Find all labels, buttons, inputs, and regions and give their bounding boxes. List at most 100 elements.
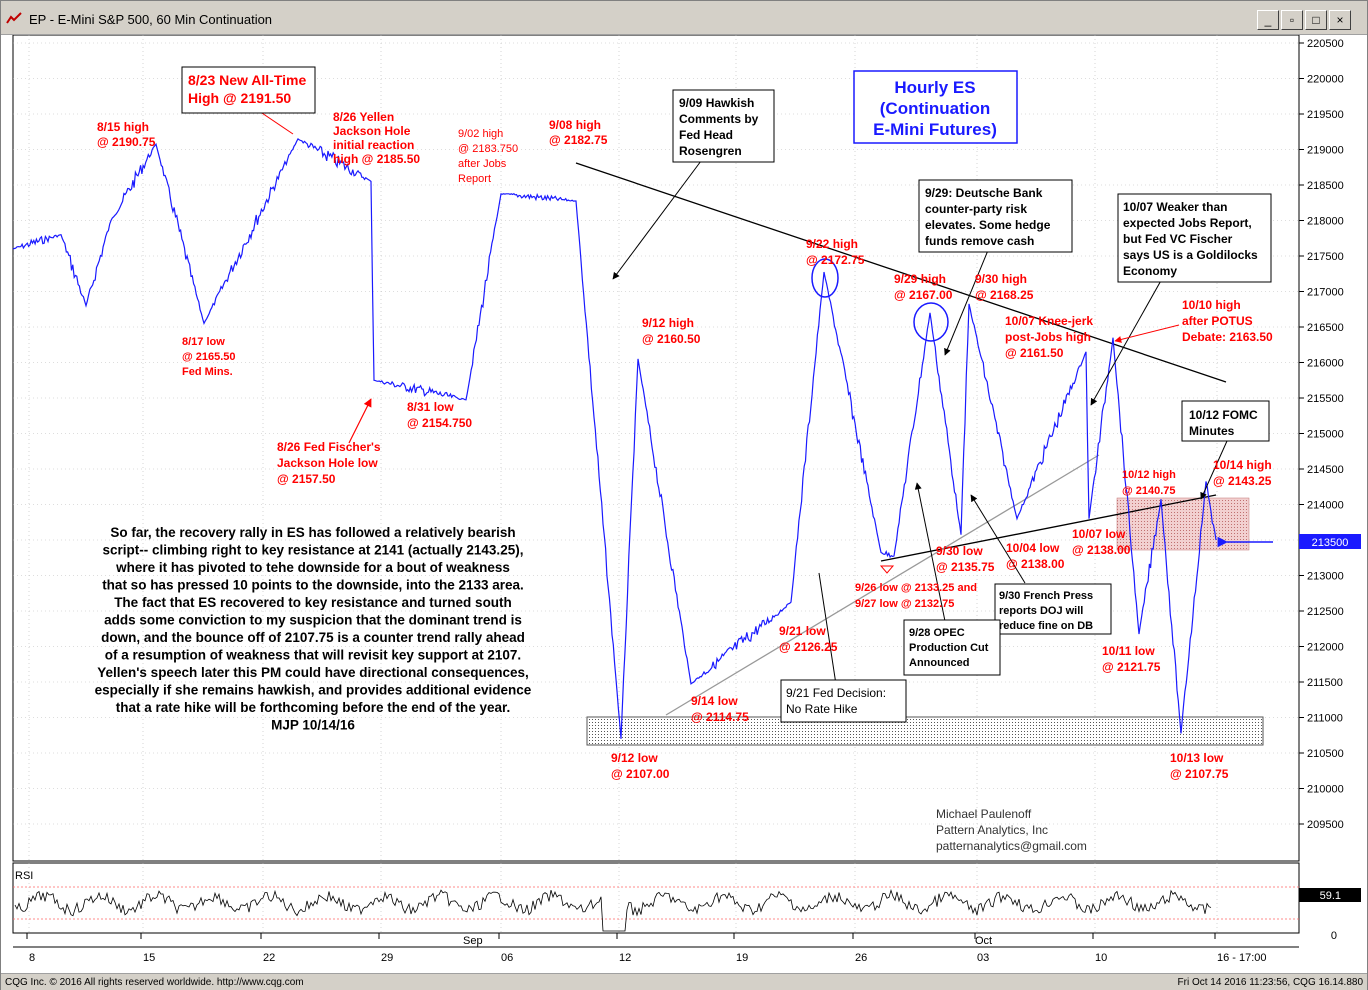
annotation-a826f: @ 2157.50 — [277, 472, 336, 486]
annotation-a930l: 9/30 low — [936, 544, 983, 558]
price-tick-label: 210500 — [1307, 748, 1344, 760]
annotation-a908: @ 2182.75 — [549, 133, 608, 147]
date-tick-label: 16 - 17:00 — [1217, 952, 1267, 964]
date-tick-label: 8 — [29, 952, 35, 964]
uptrend-channel-line — [665, 454, 1100, 716]
highlight-circle-922 — [811, 258, 839, 298]
price-tick-label: 211500 — [1307, 677, 1343, 689]
rsi-value: 59.1 — [1320, 890, 1341, 902]
box-823 — [181, 66, 316, 114]
close-button[interactable]: × — [1329, 10, 1351, 30]
annotation-commentary: of a resumption of weakness that will re… — [105, 648, 521, 663]
annotation-a831: 8/31 low — [407, 400, 454, 414]
price-chart[interactable]: 220500 220000 219500 219000 218500 218000 2175… — [1, 35, 1367, 973]
annotation-commentary: that so has pressed 10 points to the dow… — [102, 578, 524, 593]
price-tick-label: 218500 — [1307, 180, 1344, 192]
price-tick-label: 214500 — [1307, 464, 1344, 476]
date-tick-label: 03 — [977, 952, 989, 964]
date-tick-label: 29 — [381, 952, 393, 964]
maximize-button[interactable]: □ — [1305, 10, 1327, 30]
price-line — [12, 137, 1217, 739]
title-bar[interactable]: EP - E-Mini S&P 500, 60 Min Continuation… — [1, 1, 1367, 35]
annotation-a1004l: 10/04 low — [1006, 541, 1060, 555]
date-axis: 8 15 22 29 06 12 19 26 03 10 16 - 17:00 — [13, 933, 1299, 964]
timestamp-text: Fri Oct 14 2016 11:23:56, CQG 16.14.880 — [1177, 977, 1363, 988]
arrow-826 — [348, 398, 372, 444]
annotation-a921l: @ 2126.25 — [779, 640, 838, 654]
annotation-a930h: 9/30 high — [975, 272, 1027, 286]
price-tick-label: 219500 — [1307, 109, 1344, 121]
annotation-a826y: high @ 2185.50 — [333, 152, 420, 166]
annotation-commentary: adds some conviction to my suspicion tha… — [104, 613, 522, 628]
annotation-a912h: @ 2160.50 — [642, 332, 701, 346]
annotation-a1010: Debate: 2163.50 — [1182, 330, 1273, 344]
highlight-circle-929 — [913, 302, 949, 342]
annotation-a823: 8/23 New All-Time — [188, 72, 306, 88]
date-tick-label: 10 — [1095, 952, 1107, 964]
annotation-author: Pattern Analytics, Inc — [936, 823, 1048, 837]
annotation-a929db: funds remove cash — [925, 234, 1034, 248]
box-hourly — [853, 70, 1018, 144]
current-price-label: 213500 — [1312, 537, 1349, 549]
annotation-a909: 9/09 Hawkish — [679, 96, 754, 110]
annotation-a823: High @ 2191.50 — [188, 90, 291, 106]
annotation-a912l: @ 2107.00 — [611, 767, 670, 781]
annotation-a928: Production Cut — [909, 642, 989, 654]
date-tick-label: 19 — [736, 952, 748, 964]
annotation-a921fed: 9/21 Fed Decision: — [786, 686, 886, 700]
annotation-hourly: (Continuation — [880, 99, 990, 118]
annotation-author: Michael Paulenoff — [936, 807, 1032, 821]
annotation-a929h: @ 2167.00 — [894, 288, 953, 302]
annotations: 8/23 New All-Time High @ 2191.50 8/15 high… — [95, 72, 1273, 853]
annotation-a902: @ 2183.750 — [458, 143, 518, 155]
annotation-a902: Report — [458, 173, 491, 185]
annotation-a902: after Jobs — [458, 158, 507, 170]
annotation-a817: 8/17 low — [182, 336, 225, 348]
price-tick-label: 209500 — [1307, 819, 1344, 831]
date-tick-label: 22 — [263, 952, 275, 964]
annotation-a1012fomc: Minutes — [1189, 424, 1235, 438]
price-tick-label: 217500 — [1307, 251, 1344, 263]
annotation-a1010: after POTUS — [1182, 314, 1253, 328]
annotation-a1014h: @ 2143.25 — [1213, 474, 1272, 488]
box-928 — [903, 619, 1001, 676]
minimize-button[interactable]: ▫ — [1281, 10, 1303, 30]
annotation-a1007k: post-Jobs high — [1005, 330, 1091, 344]
annotation-a826f: 8/26 Fed Fischer's — [277, 440, 381, 454]
annotation-a1007w: but Fed VC Fischer — [1123, 232, 1233, 246]
annotation-a1007w: Economy — [1123, 264, 1177, 278]
current-price-tag — [1299, 534, 1361, 549]
box-929db — [918, 179, 1073, 253]
annotation-a1014h: 10/14 high — [1213, 458, 1272, 472]
date-tick-label: 12 — [619, 952, 631, 964]
arrow-929 — [944, 242, 992, 356]
annotation-a826f: Jackson Hole low — [277, 456, 378, 470]
annotation-a1007k: 10/07 Knee-jerk — [1005, 314, 1093, 328]
box-1007w — [1117, 193, 1272, 283]
annotation-a926: 9/27 low @ 2132.75 — [855, 598, 954, 610]
rsi-zero: 0 — [1331, 930, 1337, 942]
annotation-a929db: counter-party risk — [925, 202, 1027, 216]
collapse-button[interactable]: _ — [1257, 10, 1279, 30]
date-tick-label: 06 — [501, 952, 513, 964]
box-930fp — [994, 583, 1112, 635]
annotation-a1012h: 10/12 high — [1122, 469, 1176, 481]
price-tick-label: 210000 — [1307, 784, 1344, 796]
price-tick-label: 214000 — [1307, 500, 1344, 512]
rsi-line — [14, 889, 1212, 932]
annotation-a930fp: reports DOJ will — [999, 605, 1083, 617]
annotation-a930fp: reduce fine on DB — [999, 620, 1093, 632]
status-bar: CQG Inc. © 2016 All rights reserved worl… — [1, 973, 1367, 990]
annotation-a817: Fed Mins. — [182, 366, 233, 378]
annotation-a1007w: expected Jobs Report, — [1123, 216, 1252, 230]
copyright-text: CQG Inc. © 2016 All rights reserved worl… — [5, 977, 304, 988]
price-tick-label: 220500 — [1307, 38, 1344, 50]
support-zone — [586, 716, 1264, 746]
annotation-a909: Fed Head — [679, 128, 733, 142]
annotation-a1007l: @ 2138.00 — [1072, 543, 1131, 557]
annotation-a930fp: 9/30 French Press — [999, 590, 1093, 602]
annotation-a928: 9/28 OPEC — [909, 627, 965, 639]
annotation-a929h: 9/29 high — [894, 272, 946, 286]
annotation-a922: @ 2172.75 — [806, 253, 865, 267]
price-tick-label: 216500 — [1307, 322, 1344, 334]
